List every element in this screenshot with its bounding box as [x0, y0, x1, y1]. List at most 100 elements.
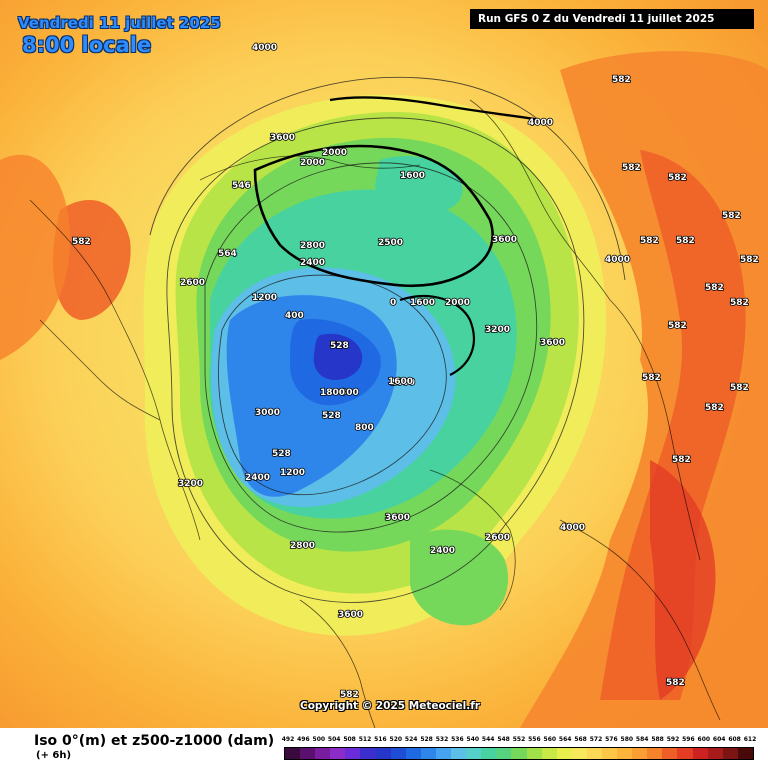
scale-swatch [481, 748, 497, 759]
legend-subtitle: (+ 6h) [36, 750, 72, 761]
iso-label: 3200 [178, 479, 203, 489]
scale-tick-label: 592 [666, 736, 680, 743]
scale-tick-label: 520 [389, 736, 403, 743]
coastlines [29, 99, 721, 728]
scale-swatch [617, 748, 633, 759]
iso-label: 2500 [378, 238, 403, 248]
iso-label: 2600 [485, 533, 510, 543]
iso-label: 2400 [300, 258, 325, 268]
iso-label: 3600 [385, 513, 410, 523]
gp-label: 582 [666, 678, 685, 688]
iso-label: 0 [390, 298, 396, 308]
scale-tick-label: 600 [697, 736, 711, 743]
gp-label: 528 [330, 341, 349, 351]
scale-tick-label: 604 [712, 736, 726, 743]
gp-label: 582 [612, 75, 631, 85]
run-info-banner: Run GFS 0 Z du Vendredi 11 juillet 2025 [470, 9, 754, 29]
scale-tick-label: 568 [574, 736, 587, 743]
iso-label: 1800 [320, 388, 345, 398]
iso-labels: 4000 3600 2000 1600 2000 2400 2800 1200 … [177, 42, 631, 621]
geopotential-labels: 582 582 582 582 582 582 582 582 582 582 … [71, 74, 759, 701]
scale-tick-label: 576 [605, 736, 618, 743]
scale-swatch [586, 748, 602, 759]
iso-label: 3200 [485, 325, 510, 335]
scale-swatch [707, 748, 723, 759]
scale-swatch [571, 748, 587, 759]
iso-label: 400 [285, 311, 304, 321]
gp-label: 582 [668, 173, 687, 183]
scale-tick-label: 564 [558, 736, 572, 743]
scale-swatch [315, 748, 331, 759]
scale-swatch [390, 748, 406, 759]
copyright-text: Copyright © 2025 Meteociel.fr [300, 700, 480, 712]
scale-tick-label: 612 [743, 736, 757, 743]
scale-swatch [435, 748, 452, 759]
iso-label: 4000 [605, 255, 630, 265]
scale-swatch [511, 748, 527, 759]
scale-swatch [556, 748, 572, 759]
iso-label: 800 [355, 423, 374, 433]
color-scale-bar [284, 747, 754, 760]
iso-label: 1600 [410, 298, 435, 308]
scale-swatch [420, 748, 436, 759]
scale-tick-label: 492 [281, 736, 295, 743]
iso-label: 4000 [252, 43, 277, 53]
gp-label: 546 [232, 181, 251, 191]
forecast-time-title: 8:00 locale [22, 33, 152, 57]
scale-tick-label: 572 [589, 736, 603, 743]
scale-swatch [300, 748, 316, 759]
scale-swatch [601, 748, 618, 759]
scale-tick-label: 540 [466, 736, 480, 743]
scale-swatch [285, 748, 301, 759]
iso-label: 1200 [280, 468, 305, 478]
iso-label: 2400 [430, 546, 455, 556]
scale-swatch [632, 748, 648, 759]
gp-label: 582 [730, 383, 749, 393]
scale-swatch [451, 748, 467, 759]
scale-tick-label: 508 [343, 736, 356, 743]
weather-map: 4000 3600 2000 1600 2000 2400 2800 1200 … [0, 0, 768, 728]
scale-tick-label: 556 [528, 736, 541, 743]
hot-zone-america [52, 200, 131, 320]
gp-label: 582 [672, 455, 691, 465]
scale-tick-label: 516 [374, 736, 387, 743]
gp-label: 582 [740, 255, 759, 265]
scale-swatch [722, 748, 738, 759]
scale-swatch [466, 748, 482, 759]
gp-label: 582 [72, 237, 91, 247]
gp-label: 582 [622, 163, 641, 173]
gp-label: 582 [730, 298, 749, 308]
scale-swatch [677, 748, 693, 759]
scale-tick-label: 528 [420, 736, 433, 743]
color-scale-labels: 492 496 500 504 508 512 516 520 524 528 532 536 540 5… [281, 736, 757, 746]
scale-tick-label: 536 [451, 736, 464, 743]
gp-label: 528 [322, 411, 341, 421]
iso-label: 3600 [492, 235, 517, 245]
iso-label: 4000 [528, 118, 553, 128]
scale-tick-label: 588 [651, 736, 664, 743]
iso-label: 3000 [255, 408, 280, 418]
iso-label: 3600 [270, 133, 295, 143]
gp-label: 582 [705, 283, 724, 293]
iso-label: 2400 [245, 473, 270, 483]
scale-tick-label: 584 [635, 736, 649, 743]
scale-tick-label: 512 [358, 736, 372, 743]
iso-label: 1600 [390, 378, 415, 388]
gp-label: 582 [676, 236, 695, 246]
scale-swatch [405, 748, 421, 759]
gp-label: 582 [705, 403, 724, 413]
iso-label: 2600 [180, 278, 205, 288]
scale-tick-label: 580 [620, 736, 634, 743]
gp-label: 528 [272, 449, 291, 459]
iso-label: 800 [340, 388, 359, 398]
scale-tick-label: 560 [543, 736, 557, 743]
gp-label: 582 [668, 321, 687, 331]
iso-label: 3600 [338, 610, 363, 620]
scale-swatch [360, 748, 376, 759]
iso-label: 3600 [540, 338, 565, 348]
iso-label: 2000 [445, 298, 470, 308]
scale-tick-label: 608 [728, 736, 741, 743]
scale-swatch [526, 748, 542, 759]
scale-swatch [647, 748, 663, 759]
gp-label: 582 [722, 211, 741, 221]
